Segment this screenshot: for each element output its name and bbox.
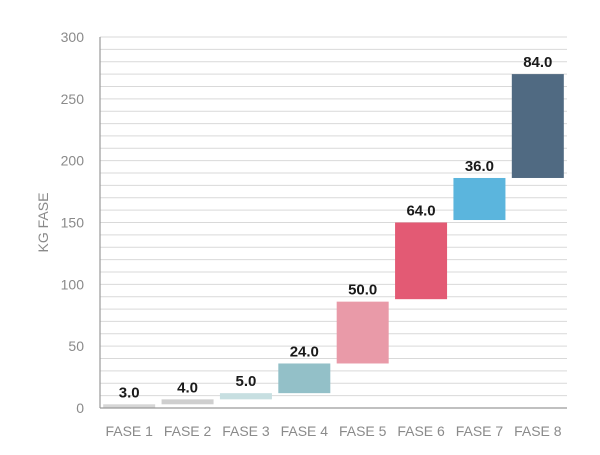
data-label: 50.0	[348, 282, 377, 299]
y-axis-title: KG FASE	[35, 193, 51, 253]
bar-fase-5	[336, 301, 389, 364]
data-labels: 3.0 4.0 5.0 24.0 50.0 64.0 36.0 84.0	[119, 54, 553, 401]
bar-fase-7	[453, 177, 506, 221]
x-tick-label: FASE 8	[514, 423, 562, 439]
x-tick-label: FASE 6	[397, 423, 445, 439]
bar-fase-3	[219, 393, 272, 400]
x-tick-label: FASE 4	[281, 423, 329, 439]
y-tick-label: 150	[61, 215, 85, 231]
y-tick-label: 250	[61, 91, 85, 107]
x-tick-label: FASE 1	[105, 423, 153, 439]
y-tick-label: 50	[68, 338, 84, 354]
data-label: 36.0	[465, 158, 494, 175]
data-label: 4.0	[177, 379, 198, 396]
data-label: 24.0	[290, 343, 319, 360]
data-label: 84.0	[523, 54, 552, 71]
y-tick-label: 0	[76, 400, 84, 416]
x-tick-label: FASE 7	[456, 423, 504, 439]
bars	[103, 74, 564, 408]
y-tick-label: 100	[61, 276, 85, 292]
bar-fase-8	[511, 74, 564, 178]
data-label: 64.0	[406, 203, 435, 220]
data-label: 5.0	[236, 373, 257, 390]
y-tick-label: 300	[61, 29, 85, 45]
bar-fase-1	[103, 404, 156, 408]
data-label: 3.0	[119, 384, 140, 401]
x-tick-label: FASE 5	[339, 423, 387, 439]
bar-fase-4	[278, 363, 331, 394]
y-tick-label: 200	[61, 153, 85, 169]
bar-fase-2	[161, 399, 214, 405]
x-axis-tick-labels: FASE 1 FASE 2 FASE 3 FASE 4 FASE 5 FASE 6 FASE…	[105, 423, 561, 439]
bar-fase-6	[395, 222, 448, 300]
y-axis-tick-labels: 0 50 100 150 200 250 300	[61, 29, 85, 416]
grid-lines	[100, 36, 567, 397]
x-tick-label: FASE 2	[164, 423, 212, 439]
x-tick-label: FASE 3	[222, 423, 270, 439]
